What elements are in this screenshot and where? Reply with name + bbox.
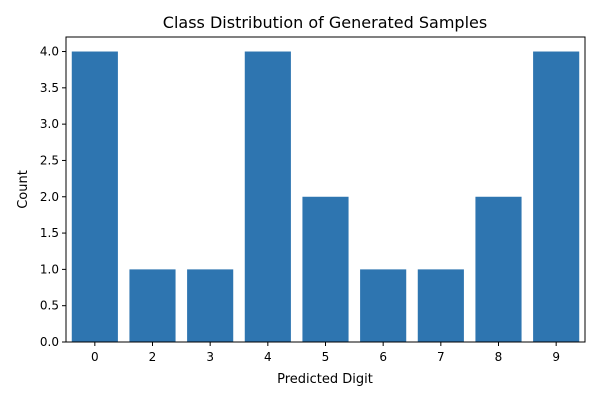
x-tick-label-9: 9: [552, 350, 560, 364]
y-tick-label-0.0: 0.0: [40, 335, 59, 349]
bar-0: [71, 51, 118, 343]
x-tick-label-7: 7: [437, 350, 445, 364]
y-tick-label-0.5: 0.5: [40, 299, 59, 313]
y-axis: 0.0 0.5 1.0 1.5 2.0 2.5 3.0 3.5 4.0: [40, 45, 66, 349]
x-tick-label-4: 4: [264, 350, 272, 364]
bar-9: [533, 51, 580, 343]
x-axis: 0 2 3 4 5 6 7 8 9: [91, 342, 560, 364]
x-tick-label-2: 2: [149, 350, 157, 364]
x-tick-label-8: 8: [495, 350, 503, 364]
y-tick-label-1.0: 1.0: [40, 262, 59, 276]
x-tick-label-5: 5: [322, 350, 330, 364]
bar-6: [360, 269, 407, 342]
bar-8: [475, 196, 522, 342]
bar-2: [129, 269, 176, 342]
x-axis-label: Predicted Digit: [277, 372, 373, 387]
y-tick-label-2.0: 2.0: [40, 190, 59, 204]
y-tick-label-4.0: 4.0: [40, 45, 59, 59]
x-tick-label-6: 6: [379, 350, 387, 364]
y-tick-label-3.0: 3.0: [40, 117, 59, 131]
chart-title: Class Distribution of Generated Samples: [163, 13, 487, 32]
bar-7: [417, 269, 464, 342]
x-tick-label-0: 0: [91, 350, 99, 364]
x-tick-label-3: 3: [206, 350, 214, 364]
bar-3: [187, 269, 234, 342]
bars-group: [71, 51, 580, 343]
y-tick-label-2.5: 2.5: [40, 153, 59, 167]
plot-frame: [65, 36, 586, 343]
y-axis-label: Count: [16, 170, 31, 209]
bar-4: [244, 51, 291, 343]
y-tick-label-3.5: 3.5: [40, 81, 59, 95]
y-tick-label-1.5: 1.5: [40, 226, 59, 240]
bar-5: [302, 196, 349, 342]
